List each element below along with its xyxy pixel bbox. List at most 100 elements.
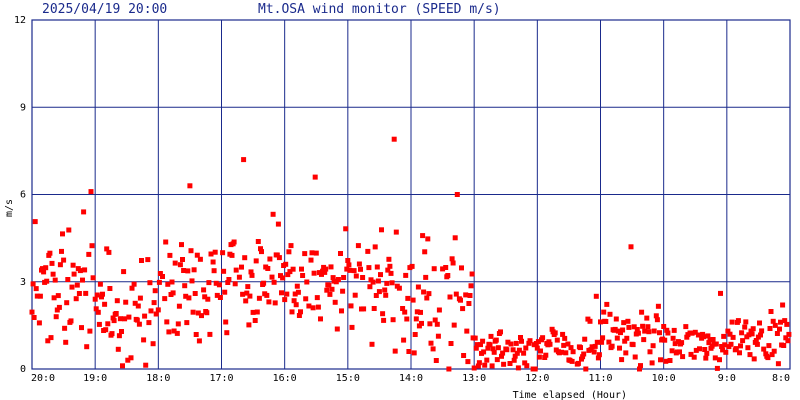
data-point: [174, 330, 180, 336]
data-point: [50, 271, 56, 277]
data-point: [59, 248, 64, 254]
data-point: [647, 349, 653, 355]
data-point: [706, 340, 712, 346]
data-point: [137, 295, 143, 301]
data-point: [718, 290, 723, 296]
data-point: [391, 136, 397, 142]
data-point: [669, 348, 675, 354]
data-point: [156, 279, 162, 285]
data-point: [123, 299, 129, 305]
data-point: [649, 360, 655, 366]
data-point: [653, 313, 659, 319]
data-point: [693, 347, 699, 353]
data-point: [119, 329, 124, 334]
data-point: [29, 309, 35, 315]
data-point: [291, 298, 297, 304]
data-point: [107, 286, 113, 291]
data-point: [45, 338, 51, 344]
data-point: [505, 339, 511, 345]
data-point: [601, 309, 607, 315]
data-point: [147, 280, 153, 286]
data-point: [122, 316, 128, 322]
data-point: [181, 268, 187, 273]
data-point: [628, 244, 634, 250]
data-point: [514, 350, 520, 356]
data-point: [356, 261, 362, 267]
data-point: [334, 326, 340, 332]
data-point: [116, 333, 122, 339]
data-point: [641, 337, 647, 343]
data-point: [684, 334, 690, 340]
data-point: [450, 260, 456, 266]
data-point: [345, 258, 351, 263]
data-point: [225, 280, 231, 285]
data-point: [152, 288, 158, 294]
x-tick-label: 11:0: [588, 373, 612, 384]
data-point: [163, 239, 169, 245]
data-point: [467, 293, 473, 298]
data-point: [516, 347, 522, 353]
data-point: [420, 233, 426, 239]
data-point: [233, 267, 239, 273]
data-point: [303, 296, 309, 302]
data-point: [208, 251, 214, 257]
y-tick-label: 3: [20, 277, 26, 288]
data-point: [535, 339, 541, 345]
data-point: [224, 330, 230, 336]
data-point: [419, 320, 424, 326]
data-point: [704, 350, 710, 356]
data-point: [41, 269, 47, 275]
data-point: [427, 321, 433, 327]
data-point: [210, 259, 216, 265]
data-point: [31, 315, 37, 320]
data-point: [458, 297, 463, 303]
data-point: [197, 256, 203, 262]
data-point: [705, 333, 711, 339]
data-point: [513, 340, 519, 346]
data-point: [575, 360, 581, 366]
data-point: [474, 342, 480, 348]
data-point: [390, 317, 396, 323]
data-point: [212, 249, 218, 255]
data-point: [757, 320, 762, 326]
data-point: [692, 329, 698, 335]
x-tick-label: 15:0: [336, 373, 360, 384]
data-point: [508, 341, 514, 347]
x-axis-ticks: 20:0 19:0 18:0 17:0 16:0 15:0 14:0 13:0 12:0 11:0…: [31, 373, 790, 384]
data-point: [498, 329, 503, 335]
data-point: [63, 339, 69, 345]
data-point: [141, 337, 147, 343]
data-point: [603, 319, 609, 324]
data-point: [247, 293, 253, 299]
data-point: [183, 293, 189, 299]
data-point: [625, 318, 631, 324]
data-point: [217, 295, 223, 300]
data-point: [84, 344, 90, 350]
x-tick-label: 16:0: [273, 373, 297, 384]
data-point: [287, 269, 293, 275]
data-point: [481, 349, 487, 355]
data-point: [93, 306, 99, 312]
data-point: [87, 328, 93, 334]
data-point: [326, 282, 332, 288]
data-point: [689, 330, 695, 336]
data-point: [622, 338, 628, 344]
data-point: [449, 256, 455, 262]
data-point: [339, 308, 344, 314]
data-point: [688, 351, 694, 357]
data-point: [80, 277, 85, 283]
data-point: [113, 311, 119, 316]
data-point: [135, 303, 141, 309]
data-point: [344, 266, 350, 272]
data-point: [284, 291, 290, 297]
y-tick-label: 12: [14, 15, 26, 26]
data-point: [491, 349, 497, 355]
data-point: [131, 281, 137, 287]
data-point: [418, 309, 423, 315]
data-point: [434, 321, 440, 327]
data-point: [300, 273, 306, 278]
data-point: [258, 246, 263, 252]
data-point: [523, 345, 529, 351]
data-point: [490, 346, 496, 352]
data-point: [637, 366, 642, 372]
